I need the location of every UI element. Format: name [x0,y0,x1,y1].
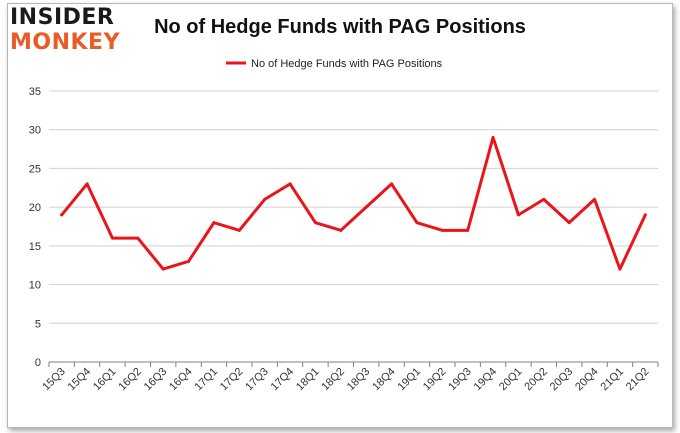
gridlines [49,90,658,324]
chart-title: No of Hedge Funds with PAG Positions [154,16,526,38]
y-tick-label: 35 [29,86,41,98]
data-point [339,228,343,232]
data-point [161,267,165,271]
y-tick-label: 30 [29,125,41,137]
logo-line-1: INSIDER [10,5,115,30]
data-point [364,205,368,209]
y-tick-label: 15 [29,241,41,253]
data-point [212,221,216,225]
data-point [136,236,140,240]
x-tick-label: 18Q1 [294,366,322,394]
y-tick-label: 10 [29,280,41,292]
y-tick-label: 0 [35,357,41,369]
x-tick-label: 19Q1 [396,366,424,394]
x-tick-label: 18Q3 [345,366,373,394]
x-tick-label: 21Q1 [599,366,627,394]
data-point [390,182,394,186]
legend: No of Hedge Funds with PAG Positions [226,58,443,70]
data-point [415,221,419,225]
data-point [593,197,597,201]
x-axis: 15Q315Q416Q116Q216Q316Q417Q117Q217Q317Q4… [40,361,659,394]
data-point [643,213,647,217]
x-tick-label: 17Q1 [193,366,221,394]
y-tick-label: 25 [29,163,41,175]
data-point [85,182,89,186]
data-point [60,213,64,217]
legend-label: No of Hedge Funds with PAG Positions [251,58,443,70]
x-tick-label: 16Q3 [142,366,170,394]
x-tick-label: 19Q3 [446,366,474,394]
y-tick-label: 5 [35,318,41,330]
x-tick-label: 20Q2 [522,366,550,394]
data-point [263,197,267,201]
data-point [466,228,470,232]
x-tick-label: 17Q2 [218,366,246,394]
y-axis-ticks: 0 5 10 15 20 25 30 35 [29,86,41,369]
x-tick-label: 18Q4 [370,366,398,394]
x-tick-label: 20Q3 [548,366,576,394]
data-point [542,197,546,201]
x-tick-label: 15Q4 [66,366,94,394]
data-point [288,182,292,186]
data-point [313,221,317,225]
x-tick-label: 19Q2 [421,366,449,394]
data-point [237,228,241,232]
x-tick-label: 19Q4 [472,366,500,394]
data-point [440,228,444,232]
x-tick-label: 16Q4 [167,366,195,394]
x-tick-label: 17Q4 [269,366,297,394]
data-point [618,267,622,271]
series-layer [60,135,647,271]
logo-line-2: MONKEY [10,30,121,55]
data-point [516,213,520,217]
x-tick-label: 18Q2 [319,366,347,394]
x-tick-label: 20Q4 [573,366,601,394]
x-tick-label: 17Q3 [243,366,271,394]
data-point [491,135,495,139]
insider-monkey-logo: INSIDER MONKEY [10,7,128,54]
series-line [60,135,647,271]
data-point [187,259,191,263]
data-point [110,236,114,240]
x-tick-label: 16Q2 [116,366,144,394]
x-tick-label: 16Q1 [91,366,119,394]
data-point [567,221,571,225]
x-tick-label: 15Q3 [40,366,68,394]
x-tick-label: 20Q1 [497,366,525,394]
y-tick-label: 20 [29,202,41,214]
x-tick-label: 21Q2 [624,366,652,394]
